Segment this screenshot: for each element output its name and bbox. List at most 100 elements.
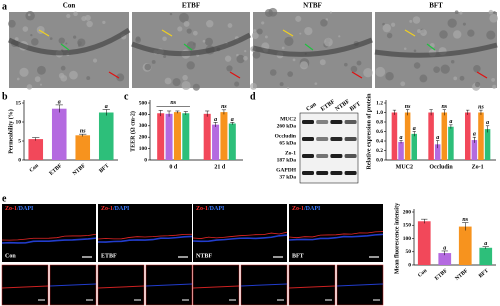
error-bar: [436, 140, 440, 149]
bar: [428, 112, 434, 160]
arrow: [351, 71, 363, 79]
blot-size: 65 kDa: [279, 140, 296, 146]
bar: [165, 113, 173, 160]
blot-size: 37 kDa: [279, 174, 296, 180]
x-tick-label: Con: [417, 268, 428, 279]
texture: [202, 39, 206, 43]
error-bar: [472, 136, 477, 143]
texture: [192, 83, 200, 91]
texture: [413, 49, 417, 53]
blot-band: [316, 120, 329, 124]
texture: [453, 76, 458, 81]
panel-label: a: [2, 1, 7, 12]
y-tick-label: 200: [139, 134, 148, 140]
significance-label: ns: [221, 104, 227, 110]
error-bar: [399, 140, 403, 144]
texture: [252, 51, 261, 59]
x-tick-label: 21 d: [214, 164, 226, 170]
blot-band: [344, 171, 357, 175]
texture: [450, 59, 455, 64]
blot-column-label: Con: [305, 101, 318, 112]
inset-signal: [288, 285, 336, 289]
texture: [177, 26, 183, 32]
bar: [404, 112, 411, 160]
blot-band: [302, 137, 314, 141]
texture: [375, 66, 386, 77]
bar: [434, 144, 441, 160]
error-bar: [441, 250, 448, 256]
texture: [319, 59, 326, 66]
y-tick-label: 0.0: [376, 157, 383, 163]
texture: [144, 63, 152, 71]
texture: [261, 21, 265, 25]
stain-label: Zo-1/DAPI: [196, 206, 225, 212]
texture: [226, 65, 233, 72]
blot-band: [302, 120, 314, 124]
texture: [447, 18, 457, 28]
fluorescence-image: [2, 204, 96, 262]
x-tick-label: ETBF: [434, 268, 449, 282]
texture: [162, 36, 167, 42]
error-bar: [205, 110, 210, 117]
texture: [169, 12, 173, 16]
texture: [116, 73, 125, 82]
blot-band: [344, 137, 357, 141]
image-title: NTBF: [196, 253, 212, 259]
texture: [27, 13, 31, 17]
bar: [173, 112, 181, 160]
arrow: [282, 29, 294, 37]
texture: [186, 61, 195, 70]
texture: [344, 62, 348, 67]
texture: [183, 20, 190, 27]
texture: [181, 80, 191, 91]
y-tick-label: 0.2: [376, 148, 383, 154]
bar: [479, 247, 493, 265]
zo1-signal: [288, 231, 384, 239]
texture: [179, 12, 189, 23]
significance-label: a: [484, 241, 487, 247]
texture: [292, 58, 296, 62]
y-tick-label: 500: [139, 100, 148, 106]
error-bar: [183, 111, 188, 115]
y-tick-label: 1.2: [376, 100, 383, 106]
texture: [314, 82, 318, 86]
texture: [419, 74, 428, 83]
y-tick-label: 0: [408, 262, 411, 268]
y-tick-label: 150: [403, 223, 412, 229]
blot-protein: Occludin: [275, 133, 296, 139]
microvilli: [374, 42, 498, 58]
error-bar: [102, 109, 110, 116]
blot-protein: Zo-1: [285, 150, 296, 156]
y-tick-label: 0.4: [376, 138, 383, 144]
arrow: [38, 29, 50, 37]
texture: [439, 30, 448, 39]
blot-band: [316, 171, 329, 175]
blot-band: [330, 154, 343, 158]
dapi-signal: [1, 237, 97, 244]
bar: [411, 133, 418, 160]
y-axis-label: Mean fluorescence intensity: [394, 203, 400, 274]
x-tick-label: NTBF: [72, 162, 88, 176]
texture: [49, 37, 53, 40]
texture: [459, 11, 463, 15]
texture: [385, 71, 394, 81]
error-bar: [485, 125, 490, 133]
microvilli: [7, 27, 131, 56]
bar: [448, 126, 454, 160]
texture: [391, 22, 396, 27]
significance-label: a: [214, 117, 217, 123]
significance-label: ns: [80, 129, 86, 135]
texture: [251, 32, 259, 40]
texture: [440, 64, 450, 74]
bar: [157, 113, 165, 160]
texture: [491, 77, 496, 82]
x-tick-label: Con: [28, 163, 39, 174]
error-bar: [449, 124, 453, 129]
blot-protein: MUC2: [280, 116, 296, 122]
significance-label: a: [443, 245, 446, 251]
stain-label: Zo-1/DAPI: [292, 206, 321, 212]
texture: [60, 74, 68, 82]
y-tick-label: 300: [139, 123, 148, 129]
texture: [164, 77, 172, 85]
